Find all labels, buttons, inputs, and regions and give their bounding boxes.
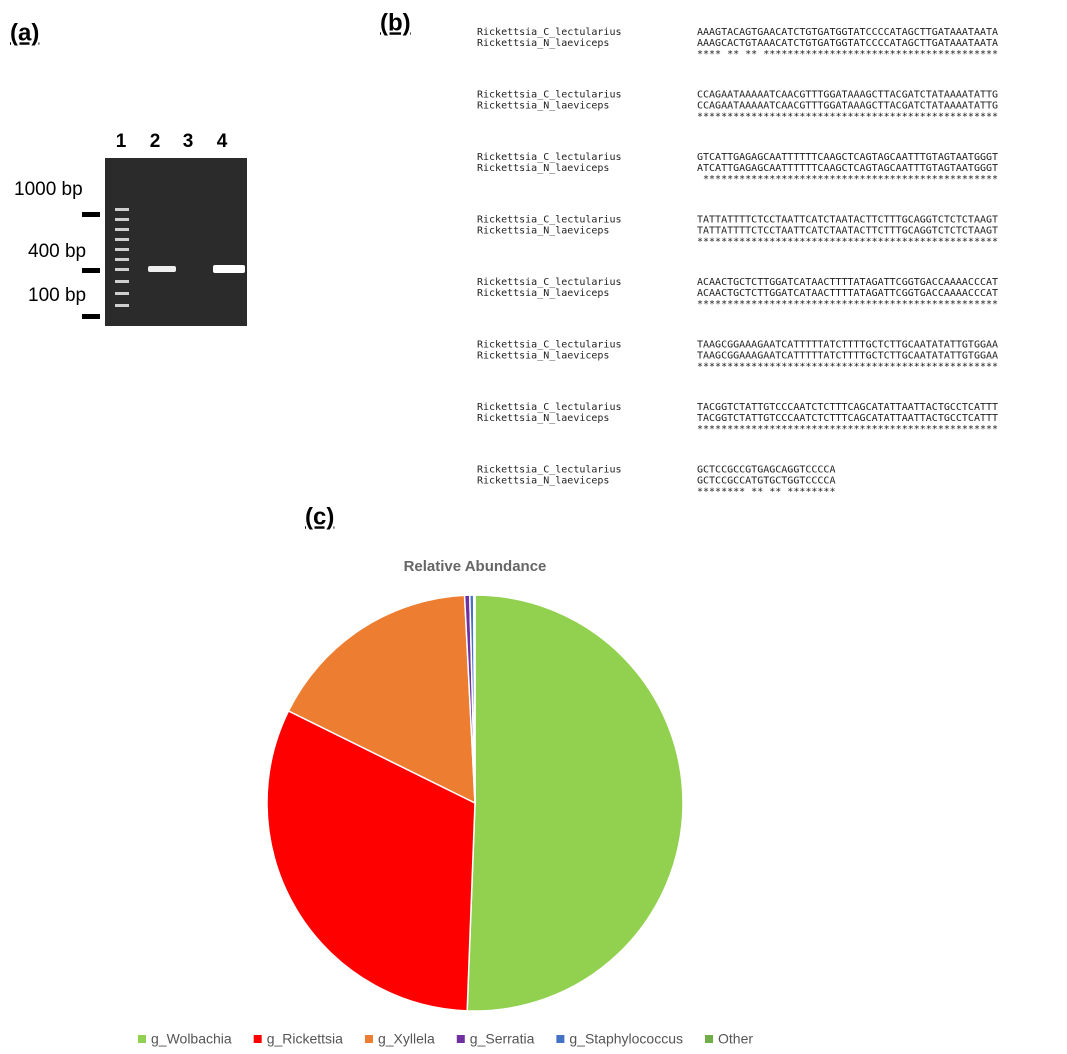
- legend-swatch: [705, 1035, 713, 1043]
- sequence-name: Rickettsia_C_lectularius: [477, 215, 622, 226]
- consensus: ****************************************…: [697, 112, 998, 123]
- sequence: CCAGAATAAAAATCAACGTTTGGATAAAGCTTACGATCTA…: [697, 90, 998, 101]
- marker-bar: [82, 268, 100, 273]
- sequence-name: Rickettsia_C_lectularius: [477, 90, 622, 101]
- marker-bar: [82, 212, 100, 217]
- sequence-name: Rickettsia_N_laeviceps: [477, 226, 609, 237]
- sequence-name: Rickettsia_C_lectularius: [477, 277, 622, 288]
- sequence-name: Rickettsia_N_laeviceps: [477, 413, 609, 424]
- legend-swatch: [138, 1035, 146, 1043]
- consensus: ******** ** ** ********: [697, 487, 835, 498]
- sequence-name: Rickettsia_N_laeviceps: [477, 163, 609, 174]
- sequence: ACAACTGCTCTTGGATCATAACTTTTATAGATTCGGTGAC…: [697, 277, 998, 288]
- sequence-name: Rickettsia_C_lectularius: [477, 152, 622, 163]
- consensus: ****************************************…: [697, 237, 998, 248]
- marker-label: 1000 bp: [14, 179, 83, 200]
- sequence: AAAGTACAGTGAACATCTGTGATGGTATCCCCATAGCTTG…: [697, 27, 998, 38]
- legend-label: g_Rickettsia: [267, 1031, 343, 1047]
- chart-title: Relative Abundance: [404, 558, 547, 575]
- panel-label: (a): [10, 19, 39, 46]
- sequence: TAAGCGGAAAGAATCATTTTTATCTTTTGCTCTTGCAATA…: [697, 351, 998, 362]
- marker-label: 100 bp: [28, 285, 86, 306]
- legend-swatch: [457, 1035, 465, 1043]
- legend-swatch: [254, 1035, 262, 1043]
- legend: g_Wolbachia g_Rickettsia g_Xyllela g_Serrat…: [138, 1031, 753, 1047]
- sequence-name: Rickettsia_N_laeviceps: [477, 288, 609, 299]
- sequence-name: Rickettsia_C_lectularius: [477, 27, 622, 38]
- consensus: ****************************************…: [697, 174, 998, 185]
- lane-label: 3: [183, 131, 194, 152]
- sequence: GCTCCGCCGTGAGCAGGTCCCCA: [697, 465, 835, 476]
- panel-label: (b): [380, 9, 411, 36]
- lane-label: 2: [150, 131, 161, 152]
- consensus: ****************************************…: [697, 299, 998, 310]
- legend-label: g_Xyllela: [378, 1031, 435, 1047]
- marker-bar: [82, 314, 100, 319]
- sequence: AAAGCACTGTAAACATCTGTGATGGTATCCCCATAGCTTG…: [697, 38, 998, 49]
- sequence-name: Rickettsia_C_lectularius: [477, 402, 622, 413]
- legend-label: g_Wolbachia: [151, 1031, 232, 1047]
- pie: [267, 595, 683, 1011]
- gel-band: [213, 265, 245, 273]
- sequence-name: Rickettsia_N_laeviceps: [477, 38, 609, 49]
- legend-swatch: [365, 1035, 373, 1043]
- lane-label: 4: [217, 131, 228, 152]
- pie-slice: [467, 595, 683, 1011]
- sequence: ACAACTGCTCTTGGATCATAACTTTTATAGATTCGGTGAC…: [697, 288, 998, 299]
- sequence-name: Rickettsia_N_laeviceps: [477, 476, 609, 487]
- sequence: GCTCCGCCATGTGCTGGTCCCCA: [697, 476, 835, 487]
- sequence: GTCATTGAGAGCAATTTTTTCAAGCTCAGTAGCAATTTGT…: [697, 152, 998, 163]
- sequence: TACGGTCTATTGTCCCAATCTCTTTCAGCATATTAATTAC…: [697, 402, 998, 413]
- consensus: **** ** ** *****************************…: [697, 49, 998, 60]
- sequence: ATCATTGAGAGCAATTTTTTCAAGCTCAGTAGCAATTTGT…: [697, 163, 998, 174]
- sequence: TATTATTTTCTCCTAATTCATCTAATACTTCTTTGCAGGT…: [697, 215, 998, 226]
- sequence: TAAGCGGAAAGAATCATTTTTATCTTTTGCTCTTGCAATA…: [697, 340, 998, 351]
- sequence: TATTATTTTCTCCTAATTCATCTAATACTTCTTTGCAGGT…: [697, 226, 998, 237]
- sequence: TACGGTCTATTGTCCCAATCTCTTTCAGCATATTAATTAC…: [697, 413, 998, 424]
- gel-band: [148, 266, 176, 272]
- panel-label: (c): [305, 503, 334, 530]
- marker-label: 400 bp: [28, 241, 86, 262]
- sequence-name: Rickettsia_N_laeviceps: [477, 101, 609, 112]
- sequence: CCAGAATAAAAATCAACGTTTGGATAAAGCTTACGATCTA…: [697, 101, 998, 112]
- legend-swatch: [556, 1035, 564, 1043]
- consensus: ****************************************…: [697, 362, 998, 373]
- lane-label: 1: [116, 131, 127, 152]
- sequence-name: Rickettsia_C_lectularius: [477, 465, 622, 476]
- sequence-name: Rickettsia_N_laeviceps: [477, 351, 609, 362]
- legend-label: Other: [718, 1031, 753, 1047]
- legend-label: g_Serratia: [470, 1031, 535, 1047]
- gel-image: [105, 158, 247, 326]
- alignment: Rickettsia_C_lectularius AAAGTACAGTGAACAT…: [477, 27, 998, 498]
- consensus: ****************************************…: [697, 424, 998, 435]
- figure: (a) 1 2 3 4 1000 bp 400 bp 100 bp (b) Ri…: [0, 0, 1067, 1049]
- sequence-name: Rickettsia_C_lectularius: [477, 340, 622, 351]
- legend-label: g_Staphylococcus: [569, 1031, 683, 1047]
